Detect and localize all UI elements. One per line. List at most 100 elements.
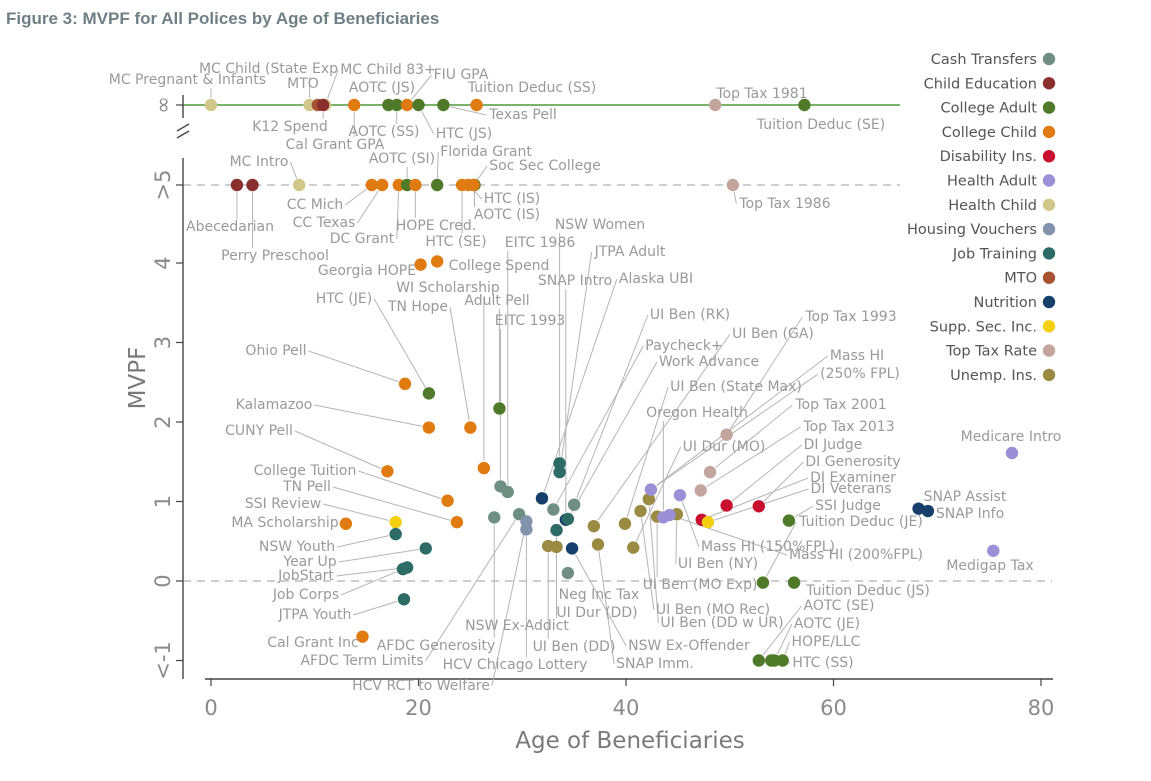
leader-line xyxy=(332,486,451,521)
point-ui-dur-dd xyxy=(550,540,563,554)
leader-line xyxy=(336,535,389,548)
point-htc-ss xyxy=(765,654,778,667)
point-label-medicare-intro: Medicare Intro xyxy=(961,429,1062,445)
point-label-mc-child-83: MC Child 83+ xyxy=(340,62,436,78)
leader-line xyxy=(575,554,627,647)
point-label-perry-preschool: Perry Preschool xyxy=(221,248,329,264)
point-tn-pell xyxy=(450,515,464,529)
point-mass-hi-200-fpl xyxy=(663,508,676,522)
y-tick-label: ∞ xyxy=(151,96,175,114)
axis-break-mark xyxy=(176,123,190,132)
point-di-judge xyxy=(720,499,733,512)
leader-line xyxy=(294,430,382,469)
legend-marker-college-adult xyxy=(1042,101,1056,114)
leader-line xyxy=(656,373,819,487)
x-axis-title: Age of Beneficiaries xyxy=(515,728,745,754)
point-ssi-judge xyxy=(782,514,796,527)
point-label-hcv-chicago-lottery: HCV Chicago Lottery xyxy=(443,657,588,673)
point-label-job-corps: Job Corps xyxy=(272,587,339,603)
axes: 0 20 40 60 80 <-1 0 1 2 3 4 >5 ∞ Age of Beneficiaries… xyxy=(125,95,1054,754)
point-label-tuition-deduc-ss: Tuition Deduc (SS) xyxy=(467,80,596,96)
point-ssi-review xyxy=(389,515,402,529)
point-label-soc-sec-college: Soc Sec College xyxy=(489,158,600,174)
leader-line xyxy=(715,404,793,469)
leader-line xyxy=(421,110,435,135)
point-tuition-deduc-ss xyxy=(470,98,483,112)
point-label-ui-ben-mo-exp: UI Ben (MO Exp) xyxy=(643,577,758,593)
legend-label-supp-sec-inc: Supp. Sec. Inc. xyxy=(930,319,1037,335)
point-tn-hope xyxy=(464,421,477,434)
leader-line xyxy=(648,506,659,624)
point-alaska-ubi xyxy=(535,492,549,505)
point-hcv-chicago-lottery xyxy=(520,523,533,536)
point-label-eitc-1986: EITC 1986 xyxy=(505,235,576,251)
point-label-hcv-rct-to-welfare: HCV RCT to Welfare xyxy=(352,678,490,694)
x-tick-label: 60 xyxy=(820,696,847,720)
leader-line xyxy=(656,355,829,486)
point-top-tax-2001 xyxy=(703,465,717,479)
point-cuny-pell xyxy=(381,465,394,478)
point-htc-je xyxy=(422,387,436,400)
point-label-snap-info: SNAP Info xyxy=(936,506,1004,522)
point-label-aotc-is: AOTC (IS) xyxy=(474,207,540,223)
point-wi-scholarship xyxy=(477,461,491,475)
point-ohio-pell xyxy=(398,377,412,391)
point-label-ui-dur-mo: UI Dur (MO) xyxy=(683,439,766,455)
point-kalamazoo xyxy=(422,421,436,434)
point-ui-ben-ga xyxy=(587,519,601,533)
leader-line xyxy=(733,191,737,205)
leader-line xyxy=(289,161,298,179)
point-label-mc-intro: MC Intro xyxy=(230,154,289,170)
point-label-250-fpl: (250% FPL) xyxy=(820,366,900,382)
leader-line xyxy=(356,190,379,224)
y-tick-label: 1 xyxy=(151,495,175,508)
point-label-work-advance: Work Advance xyxy=(659,354,759,370)
point-ui-ben-mo-rec xyxy=(634,504,647,518)
point-label-jobstart: JobStart xyxy=(277,568,334,584)
legend-marker-nutrition xyxy=(1042,295,1056,309)
point-label-kalamazoo: Kalamazoo xyxy=(236,397,313,413)
point-label-htc-je: HTC (JE) xyxy=(316,291,372,307)
point-label-cuny-pell: CUNY Pell xyxy=(225,423,293,439)
point-top-tax-1993 xyxy=(720,428,733,441)
leader-line xyxy=(794,505,814,518)
leader-line xyxy=(314,404,423,427)
axis-break-mark xyxy=(176,130,190,139)
point-snap-assist xyxy=(912,502,925,515)
point-label-afdc-generosity: AFDC Generosity xyxy=(377,638,496,654)
leader-line xyxy=(373,298,426,388)
point-label-ui-ben-mo-rec: UI Ben (MO Rec) xyxy=(656,602,770,618)
point-top-tax-1981 xyxy=(709,98,722,112)
legend-label-cash-transfers: Cash Transfers xyxy=(931,52,1037,68)
leader-line xyxy=(353,600,398,616)
point-top-tax-1986 xyxy=(726,178,740,192)
point-label-hope-llc: HOPE/LLC xyxy=(792,634,861,650)
legend-marker-cash-transfers xyxy=(1042,52,1056,66)
point-label-cal-grant-inc: Cal Grant Inc xyxy=(267,635,358,651)
point-snap-info xyxy=(921,504,935,518)
legend-label-college-adult: College Adult xyxy=(941,101,1038,117)
leader-line xyxy=(676,516,788,556)
point-label-tuition-deduc-se: Tuition Deduc (SE) xyxy=(756,117,885,133)
point-aotc-ss xyxy=(390,98,403,112)
point-label-ssi-review: SSI Review xyxy=(245,496,321,512)
leader-line xyxy=(597,333,731,521)
y-tick-label: >5 xyxy=(151,170,175,201)
leader-line xyxy=(765,521,797,577)
point-label-tuition-deduc-js: Tuition Deduc (JS) xyxy=(805,583,930,599)
legend-label-top-tax-rate: Top Tax Rate xyxy=(945,344,1037,360)
leader-line xyxy=(763,461,804,502)
x-tick-label: 20 xyxy=(405,696,432,720)
point-label-ui-ben-dd-w-ur: UI Ben (DD w UR) xyxy=(660,615,783,631)
point-label-aotc-je: AOTC (JE) xyxy=(794,616,860,632)
legend-label-health-child: Health Child xyxy=(948,198,1037,214)
point-college-tuition xyxy=(441,494,454,507)
point-label-aotc-ss: AOTC (SS) xyxy=(348,124,419,140)
point-jtpa-adult xyxy=(553,465,566,479)
point-mass-hi-150-fpl xyxy=(673,488,687,502)
point-tuition-deduc-js xyxy=(787,576,801,589)
point-label-htc-se: HTC (SE) xyxy=(425,234,486,250)
leader-line xyxy=(323,503,390,521)
y-tick-label: 3 xyxy=(151,336,175,349)
point-tuition-deduc-se xyxy=(798,98,811,112)
